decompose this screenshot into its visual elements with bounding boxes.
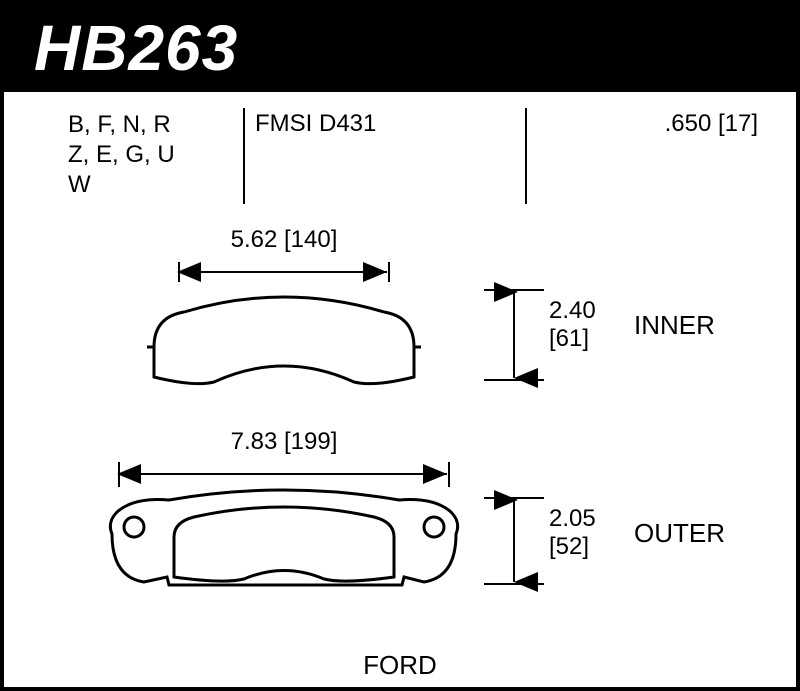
pad-diagram-svg bbox=[4, 222, 800, 642]
outer-pad-shape bbox=[110, 490, 457, 585]
inner-pad-shape bbox=[147, 297, 421, 384]
codes-line: B, F, N, R bbox=[68, 110, 223, 140]
fmsi-code: FMSI D431 bbox=[245, 110, 525, 138]
page-frame: HB263 B, F, N, R Z, E, G, U W FMSI D431 … bbox=[0, 0, 800, 691]
compound-codes: B, F, N, R Z, E, G, U W bbox=[68, 110, 243, 200]
diagram-area: 5.62 [140] 2.40 [61] INNER 7.83 [199] 2.… bbox=[4, 222, 796, 652]
spec-row: B, F, N, R Z, E, G, U W FMSI D431 .650 [… bbox=[4, 92, 796, 222]
part-number-title: HB263 bbox=[34, 11, 238, 85]
codes-line: W bbox=[68, 170, 223, 200]
header-bar: HB263 bbox=[4, 4, 796, 92]
thickness-value: .650 [17] bbox=[527, 110, 768, 138]
vehicle-make: FORD bbox=[4, 650, 796, 681]
codes-line: Z, E, G, U bbox=[68, 140, 223, 170]
